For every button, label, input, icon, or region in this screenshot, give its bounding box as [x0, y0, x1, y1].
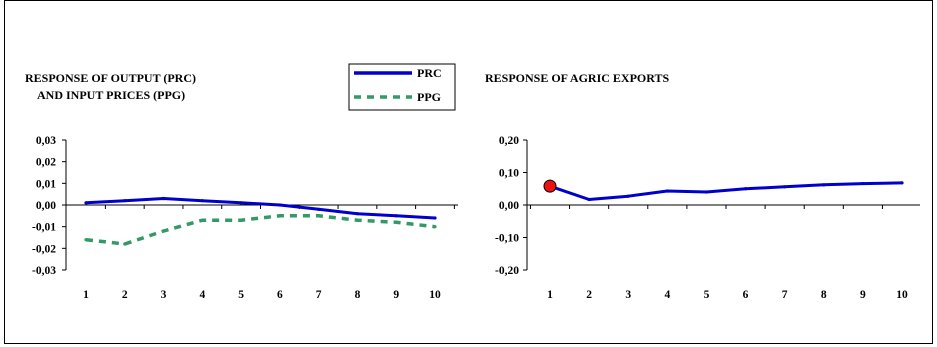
- left-x-tick-label: 6: [277, 289, 283, 301]
- right-x-tick-label: 7: [782, 289, 788, 301]
- left-series-prc-point: [84, 201, 88, 205]
- right-y-tick-label: -0,10: [495, 233, 519, 245]
- left-x-tick-label: 4: [199, 289, 205, 301]
- left-x-tick-label: 2: [122, 289, 128, 301]
- left-series-prc-point: [123, 199, 127, 203]
- left-series-ppg-line: [85, 214, 436, 246]
- left-series-ppg-point: [200, 218, 204, 222]
- left-series-prc-point: [161, 196, 166, 201]
- left-y-tick-label: 0,01: [36, 178, 56, 190]
- left-series-ppg-point: [394, 220, 398, 224]
- left-x-tick-label: 7: [316, 289, 322, 301]
- left-series-prc-point: [278, 203, 282, 207]
- right-x-tick-label: 1: [547, 289, 553, 301]
- left-series-prc-point: [355, 212, 360, 216]
- left-series-prc-point: [394, 214, 398, 218]
- right-x-tick-label: 9: [860, 289, 866, 301]
- left-x-tick-label: 10: [429, 289, 441, 301]
- legend-prc-label: PRC: [417, 66, 442, 80]
- right-x-tick-label: 3: [625, 289, 631, 301]
- right-x-tick-label: 4: [664, 289, 670, 301]
- left-series-prc-point: [239, 201, 243, 205]
- left-y-tick-label: 0,03: [36, 135, 56, 147]
- legend: PRC PPG: [348, 63, 456, 111]
- right-series-exports-point: [900, 181, 904, 185]
- right-x-tick-label: 6: [743, 289, 749, 301]
- left-chart-title-line-2: AND INPUT PRICES (PPG): [37, 88, 185, 102]
- right-x-tick-label: 8: [821, 289, 827, 301]
- left-series-prc-point: [317, 207, 321, 211]
- right-series-exports-point: [626, 194, 630, 198]
- left-chart-title-line-1: RESPONSE OF OUTPUT (PRC): [25, 71, 196, 85]
- right-series-exports-point: [822, 183, 826, 187]
- right-series-exports-point: [743, 187, 748, 191]
- right-x-tick-label: 2: [586, 289, 592, 301]
- left-x-tick-label: 5: [238, 289, 244, 301]
- right-series-exports-point: [861, 181, 865, 186]
- left-series-prc-point: [200, 199, 204, 203]
- left-y-tick-label: 0,00: [36, 200, 56, 212]
- left-series-ppg-point: [278, 214, 282, 218]
- right-chart: 0,20 0,10 0,00 -0,10 -0,20 1 2 3 4 5 6 7 8 9 10: [495, 135, 920, 301]
- right-y-tick-label: 0,10: [499, 168, 519, 180]
- right-x-tick-label: 10: [896, 289, 908, 301]
- left-y-tick-label: -0,01: [32, 222, 56, 234]
- right-series-exports-point: [587, 197, 591, 202]
- left-series-prc-line: [85, 197, 436, 220]
- right-chart-title: RESPONSE OF AGRIC EXPORTS: [485, 71, 669, 85]
- right-series-exports-point: [783, 185, 787, 189]
- left-series-ppg-point: [317, 214, 321, 218]
- right-first-point-marker: [543, 179, 557, 193]
- figure-frame: [4, 0, 933, 344]
- left-series-prc-point: [433, 216, 437, 220]
- left-series-ppg-point: [161, 229, 166, 233]
- left-series-ppg-point: [355, 218, 360, 222]
- right-series-exports-line: [549, 181, 903, 201]
- left-y-tick-label: 0,02: [36, 157, 56, 169]
- left-series-ppg-point: [84, 238, 88, 242]
- left-series-ppg-point: [123, 242, 127, 246]
- legend-ppg-label: PPG: [417, 90, 441, 104]
- left-x-tick-label: 3: [161, 289, 167, 301]
- right-x-tick-label: 5: [704, 289, 710, 301]
- left-x-tick-label: 9: [393, 289, 399, 301]
- left-chart: 0,03 0,02 0,01 0,00 -0,01 -0,02 -0,03 1 2 3 4 5 6 7 8 9…: [32, 135, 458, 301]
- right-y-tick-label: 0,00: [499, 200, 519, 212]
- left-series-ppg-point: [433, 225, 437, 229]
- right-y-tick-label: 0,20: [499, 135, 519, 147]
- left-series-ppg-point: [239, 218, 243, 222]
- left-y-tick-label: -0,03: [32, 265, 56, 277]
- right-series-exports-point: [704, 190, 709, 194]
- left-x-tick-label: 1: [83, 289, 89, 301]
- left-x-tick-label: 8: [355, 289, 361, 301]
- right-y-tick-label: -0,20: [495, 265, 519, 277]
- left-y-tick-label: -0,02: [32, 243, 56, 255]
- right-series-exports-point: [665, 189, 669, 193]
